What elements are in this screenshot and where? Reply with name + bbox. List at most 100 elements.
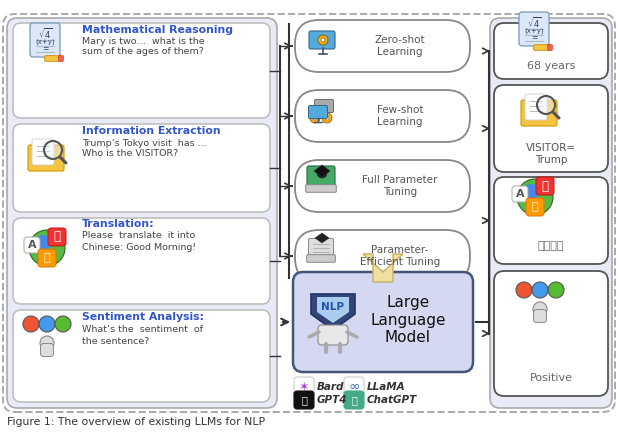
FancyBboxPatch shape: [525, 94, 547, 120]
Text: sum of the ages of them?: sum of the ages of them?: [82, 47, 204, 56]
Text: ह: ह: [531, 202, 538, 212]
FancyBboxPatch shape: [533, 309, 546, 322]
Text: 文: 文: [541, 180, 549, 193]
FancyBboxPatch shape: [512, 186, 528, 202]
FancyBboxPatch shape: [38, 249, 56, 267]
FancyBboxPatch shape: [309, 31, 335, 49]
Text: Information Extraction: Information Extraction: [82, 126, 221, 136]
Circle shape: [517, 179, 553, 215]
FancyBboxPatch shape: [344, 391, 364, 409]
Text: Large
Language
Model: Large Language Model: [370, 295, 446, 345]
FancyBboxPatch shape: [7, 18, 277, 408]
Text: (x+y): (x+y): [524, 28, 544, 34]
FancyBboxPatch shape: [519, 12, 549, 46]
FancyBboxPatch shape: [295, 230, 470, 282]
Text: Who is the VISITOR?: Who is the VISITOR?: [82, 149, 178, 158]
Text: the sentence?: the sentence?: [82, 336, 150, 345]
FancyBboxPatch shape: [536, 177, 554, 195]
Text: GPT4: GPT4: [317, 395, 347, 405]
FancyBboxPatch shape: [44, 56, 61, 61]
Text: Figure 1: The overview of existing LLMs for NLP: Figure 1: The overview of existing LLMs …: [7, 417, 265, 427]
FancyBboxPatch shape: [294, 377, 314, 397]
FancyBboxPatch shape: [24, 237, 40, 253]
FancyBboxPatch shape: [3, 14, 615, 412]
Text: ⓢ: ⓢ: [301, 395, 307, 405]
Text: 早上好！: 早上好！: [538, 241, 564, 251]
Text: VISITOR=
Trump: VISITOR= Trump: [526, 143, 576, 165]
FancyBboxPatch shape: [59, 56, 63, 61]
Polygon shape: [311, 294, 355, 330]
Circle shape: [537, 96, 555, 114]
Polygon shape: [315, 233, 329, 243]
FancyBboxPatch shape: [490, 18, 612, 408]
Text: ⓢ: ⓢ: [351, 395, 357, 405]
Circle shape: [310, 113, 320, 123]
Circle shape: [516, 282, 532, 298]
Text: 68 years: 68 years: [527, 61, 575, 71]
Text: Few-shot
Learning: Few-shot Learning: [377, 105, 423, 127]
FancyBboxPatch shape: [315, 99, 334, 112]
Circle shape: [44, 141, 62, 159]
FancyBboxPatch shape: [306, 185, 336, 192]
FancyBboxPatch shape: [295, 20, 470, 72]
Circle shape: [321, 38, 325, 42]
Text: ChatGPT: ChatGPT: [367, 395, 417, 405]
FancyBboxPatch shape: [308, 239, 334, 256]
Text: Chinese: Good Morning!: Chinese: Good Morning!: [82, 243, 196, 251]
Text: Full Parameter
Tuning: Full Parameter Tuning: [362, 175, 438, 197]
Circle shape: [39, 316, 55, 332]
Circle shape: [533, 302, 547, 316]
Text: =: =: [531, 33, 537, 43]
Text: 文: 文: [54, 230, 61, 243]
Circle shape: [325, 116, 329, 120]
FancyBboxPatch shape: [521, 100, 557, 126]
Text: What’s the  sentiment  of: What’s the sentiment of: [82, 325, 203, 333]
Circle shape: [29, 230, 65, 266]
FancyBboxPatch shape: [13, 218, 270, 304]
Circle shape: [55, 316, 71, 332]
Polygon shape: [363, 254, 403, 282]
FancyBboxPatch shape: [13, 310, 270, 402]
FancyBboxPatch shape: [494, 23, 608, 79]
Circle shape: [35, 235, 51, 251]
Text: ✶: ✶: [298, 381, 309, 394]
FancyBboxPatch shape: [494, 177, 608, 264]
Text: Bard: Bard: [317, 382, 344, 392]
Text: A: A: [28, 240, 36, 250]
FancyBboxPatch shape: [28, 145, 64, 171]
Circle shape: [23, 316, 39, 332]
Text: NLP: NLP: [321, 302, 344, 312]
FancyBboxPatch shape: [307, 166, 335, 186]
Polygon shape: [314, 165, 330, 177]
FancyBboxPatch shape: [13, 124, 270, 212]
Text: Please  translate  it into: Please translate it into: [82, 231, 195, 240]
Text: Translation:: Translation:: [82, 219, 154, 229]
Polygon shape: [317, 297, 349, 323]
Text: Trump’s Tokyo visit  has ...: Trump’s Tokyo visit has ...: [82, 138, 206, 148]
FancyBboxPatch shape: [41, 343, 54, 356]
FancyBboxPatch shape: [344, 377, 364, 397]
FancyBboxPatch shape: [534, 45, 550, 50]
FancyBboxPatch shape: [293, 272, 473, 372]
FancyBboxPatch shape: [308, 105, 328, 118]
FancyBboxPatch shape: [294, 391, 314, 409]
FancyBboxPatch shape: [318, 325, 348, 345]
Circle shape: [40, 336, 54, 350]
FancyBboxPatch shape: [526, 198, 544, 216]
Circle shape: [318, 35, 328, 45]
Text: Parameter-
Efficient Tuning: Parameter- Efficient Tuning: [360, 245, 440, 267]
Text: Mary is two…  what is the: Mary is two… what is the: [82, 37, 205, 46]
Text: ह: ह: [44, 253, 50, 263]
FancyBboxPatch shape: [32, 139, 54, 165]
FancyBboxPatch shape: [295, 90, 470, 142]
FancyBboxPatch shape: [548, 45, 552, 50]
FancyBboxPatch shape: [13, 23, 270, 118]
Text: Zero-shot
Learning: Zero-shot Learning: [375, 35, 425, 57]
Circle shape: [523, 184, 539, 200]
FancyBboxPatch shape: [494, 271, 608, 396]
FancyBboxPatch shape: [295, 160, 470, 212]
Text: $\sqrt{4}$: $\sqrt{4}$: [527, 16, 541, 30]
Text: ∞: ∞: [349, 380, 360, 394]
Circle shape: [322, 113, 332, 123]
Text: LLaMA: LLaMA: [367, 382, 405, 392]
